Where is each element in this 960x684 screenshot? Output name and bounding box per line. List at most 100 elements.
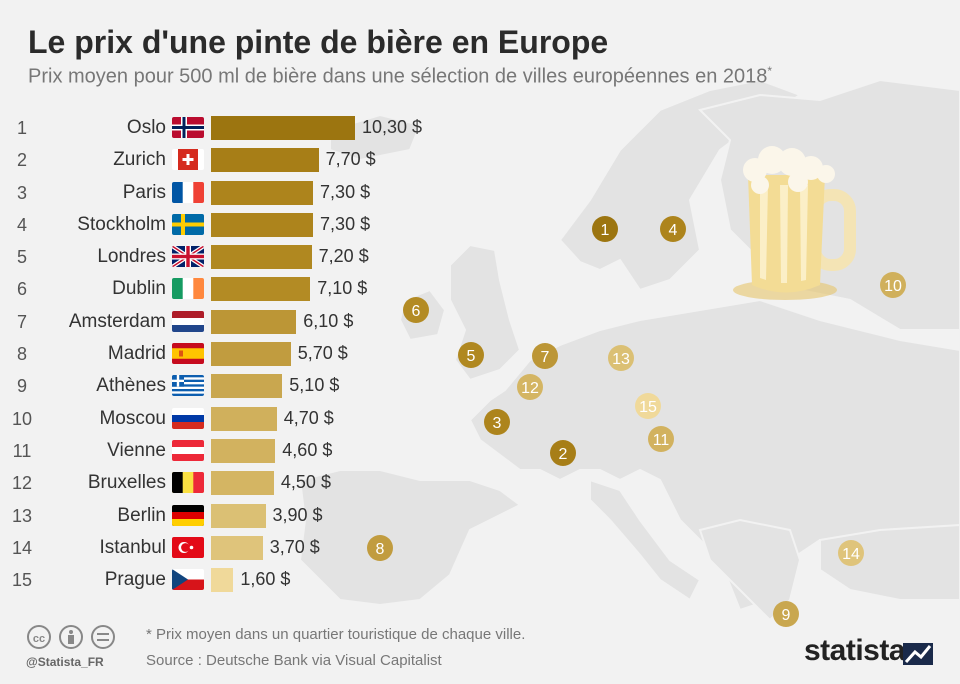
category-label: Amsterdam xyxy=(68,310,166,332)
map-marker-label: 13 xyxy=(612,351,630,368)
sweden-flag-icon xyxy=(172,213,204,235)
map-marker: 8 xyxy=(367,535,393,561)
uk-flag-icon xyxy=(172,246,204,268)
rank-label: 14 xyxy=(11,537,33,558)
bar-chart: 1 Oslo 10,30 $ 2 Zurich 7,70 $ 3 Paris 7,30 $ 4 St… xyxy=(0,112,560,596)
bar-row: 13 Berlin 3,90 $ xyxy=(0,500,560,532)
map-marker-circle xyxy=(592,216,618,242)
switzerland-flag-icon xyxy=(172,149,204,171)
svg-text:cc: cc xyxy=(33,633,45,645)
map-marker-label: 6 xyxy=(412,303,421,320)
bar-row: 15 Prague 1,60 $ xyxy=(0,564,560,596)
bar xyxy=(211,535,263,560)
attribution-icon xyxy=(59,625,83,649)
greece-flag-icon xyxy=(172,375,204,397)
map-marker-label: 14 xyxy=(842,546,860,563)
bar-row: 2 Zurich 7,70 $ xyxy=(0,144,560,176)
bar-row: 1 Oslo 10,30 $ xyxy=(0,112,560,144)
bar xyxy=(211,568,234,593)
map-marker-circle xyxy=(403,297,429,323)
rank-label: 1 xyxy=(16,118,27,138)
bar xyxy=(211,471,274,496)
data-label: 5,70 $ xyxy=(297,343,348,364)
bar xyxy=(211,406,277,431)
data-label: 1,60 $ xyxy=(240,569,291,590)
bar xyxy=(211,277,311,302)
statista-logo-mark xyxy=(903,643,933,665)
category-label: Berlin xyxy=(117,504,166,526)
data-label: 10,30 $ xyxy=(362,117,423,137)
map-marker-circle xyxy=(484,409,510,435)
bar-row: 14 Istanbul 3,70 $ xyxy=(0,532,560,564)
data-label: 7,30 $ xyxy=(320,181,371,202)
map-marker: 2 xyxy=(550,440,576,466)
bar-row: 5 Londres 7,20 $ xyxy=(0,241,560,273)
rank-label: 4 xyxy=(16,214,27,235)
map-marker-circle xyxy=(458,342,484,368)
map-marker-circle xyxy=(773,601,799,627)
map-marker: 5 xyxy=(458,342,484,368)
map-marker: 15 xyxy=(635,393,661,419)
map-marker-circle xyxy=(880,272,906,298)
category-label: Moscou xyxy=(99,407,166,429)
bar xyxy=(211,503,266,528)
bar-row: 12 Bruxelles 4,50 $ xyxy=(0,467,560,499)
subtitle-footnote-mark: * xyxy=(767,64,773,78)
austria-flag-icon xyxy=(172,439,204,461)
rank-label: 3 xyxy=(16,182,27,203)
map-marker-circle xyxy=(635,393,661,419)
map-marker-label: 15 xyxy=(639,399,657,416)
germany-flag-icon xyxy=(172,504,204,526)
bar xyxy=(211,245,312,270)
map-marker: 13 xyxy=(608,345,634,371)
map-marker-label: 3 xyxy=(493,415,502,432)
ireland-flag-icon xyxy=(172,278,204,300)
bar-row: 8 Madrid 5,70 $ xyxy=(0,338,560,370)
map-marker: 7 xyxy=(532,343,558,369)
data-label: 4,50 $ xyxy=(280,472,331,493)
data-label: 4,60 $ xyxy=(282,439,333,460)
turkey-flag-icon xyxy=(172,536,204,558)
category-label: Paris xyxy=(122,181,166,203)
category-label: Prague xyxy=(104,569,166,591)
czech-flag-icon xyxy=(172,569,204,591)
no-derivatives-icon xyxy=(91,625,115,649)
bar-row: 6 Dublin 7,10 $ xyxy=(0,273,560,305)
bar xyxy=(211,212,314,237)
rank-label: 8 xyxy=(16,344,27,365)
category-label: Zurich xyxy=(113,149,166,171)
category-label: Athènes xyxy=(96,375,166,397)
bar-row: 7 Amsterdam 6,10 $ xyxy=(0,306,560,338)
bar xyxy=(211,148,319,173)
map-marker: 6 xyxy=(403,297,429,323)
map-marker: 9 xyxy=(773,601,799,627)
data-label: 7,70 $ xyxy=(325,149,376,170)
category-label: Dublin xyxy=(112,278,166,300)
rank-label: 9 xyxy=(16,376,27,397)
spain-flag-icon xyxy=(172,343,204,365)
map-marker-circle xyxy=(660,216,686,242)
bar xyxy=(211,116,355,140)
rank-label: 5 xyxy=(16,247,27,268)
page-title: Le prix d'une pinte de bière en Europe xyxy=(28,24,609,60)
map-marker-label: 11 xyxy=(653,432,670,449)
map-marker-circle xyxy=(838,540,864,566)
map-marker-circle xyxy=(367,535,393,561)
category-label: Londres xyxy=(97,246,166,268)
social-handle: @Statista_FR xyxy=(26,655,104,669)
france-flag-icon xyxy=(172,181,204,203)
map-marker-label: 5 xyxy=(467,348,476,365)
statista-logo[interactable]: statista xyxy=(804,634,906,667)
rank-label: 13 xyxy=(11,505,33,526)
rank-label: 7 xyxy=(16,311,27,332)
page-subtitle: Prix moyen pour 500 ml de bière dans une… xyxy=(28,64,772,89)
creative-commons-icon: cc xyxy=(27,625,51,649)
map-marker-label: 1 xyxy=(601,222,610,239)
rank-label: 2 xyxy=(16,150,27,171)
bar-row: 11 Vienne 4,60 $ xyxy=(0,435,560,467)
data-label: 3,90 $ xyxy=(272,504,323,525)
map-marker: 3 xyxy=(484,409,510,435)
bar xyxy=(211,180,314,205)
beer-mug-icon xyxy=(733,146,856,300)
